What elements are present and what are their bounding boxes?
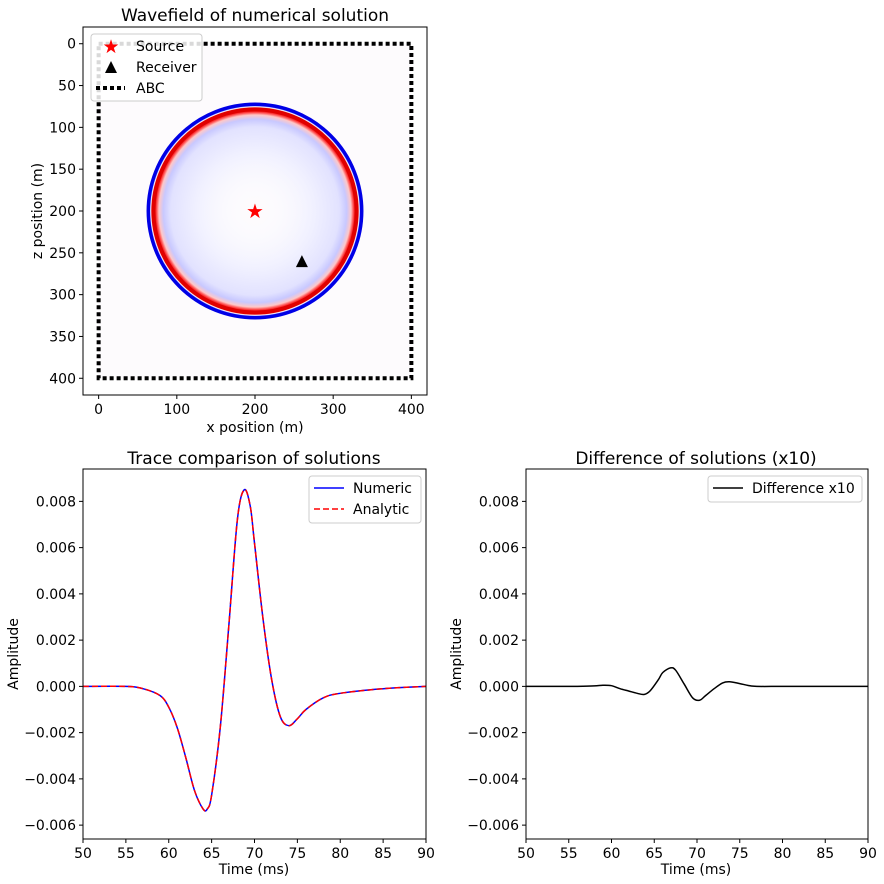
x-tick-label: 70 [688, 846, 706, 862]
wavefield-legend: ★ Source Receiver ABC [90, 33, 203, 102]
difference-axes-frame [525, 468, 869, 840]
trace-title: Trace comparison of solutions [126, 449, 380, 469]
wavefield-title: Wavefield of numerical solution [121, 6, 389, 26]
wavefield-y-ticks: 0 50 100 150 200 250 300 350 400 [49, 37, 83, 387]
legend-box [90, 33, 203, 102]
x-tick-label: 80 [331, 846, 349, 862]
wavefront-rings [146, 102, 364, 320]
trace-legend: Numeric Analytic [308, 475, 422, 524]
x-tick-label: 85 [374, 846, 392, 862]
x-tick-label: 50 [74, 846, 92, 862]
y-tick-label: 0.000 [479, 679, 519, 695]
difference-x-ticks: 50 55 60 65 70 75 80 85 90 [517, 839, 877, 862]
x-tick-label: 55 [560, 846, 578, 862]
x-tick-label: 90 [859, 846, 877, 862]
trace-series [82, 488, 427, 812]
x-tick-label: 60 [160, 846, 178, 862]
y-tick-label: 0.008 [479, 494, 519, 510]
y-tick-label: −0.002 [467, 726, 519, 742]
trace-panel: Trace comparison of solutions 50 55 60 65 70… [6, 449, 435, 878]
y-tick-label: 0.004 [36, 587, 76, 603]
x-tick-label: 75 [731, 846, 749, 862]
x-tick-label: 50 [517, 846, 535, 862]
trace-axes-frame [82, 468, 427, 840]
trace-ylabel: Amplitude [6, 618, 22, 690]
y-tick-label: 0.006 [479, 541, 519, 557]
wavefront-blue-ring [146, 102, 364, 320]
legend-source-label: Source [136, 39, 184, 55]
y-tick-label: 0.006 [36, 541, 76, 557]
legend-box [707, 475, 863, 503]
x-tick-label: 55 [117, 846, 135, 862]
x-tick-label: 80 [774, 846, 792, 862]
x-tick-label: 65 [203, 846, 221, 862]
wavefield-markers: ★ [246, 199, 308, 268]
y-tick-label: −0.004 [24, 772, 76, 788]
wavefield-panel: Wavefield of numerical solution ★ 0 100 20… [30, 6, 428, 436]
y-tick-label: 150 [49, 162, 76, 178]
difference-title: Difference of solutions (x10) [575, 449, 816, 469]
x-tick-label: 90 [417, 846, 435, 862]
trace-x-ticks: 50 55 60 65 70 75 80 85 90 [74, 839, 435, 862]
y-tick-label: −0.004 [467, 772, 519, 788]
legend-numeric-label: Numeric [353, 481, 412, 497]
difference-panel: Difference of solutions (x10) 50 55 60 65 70… [449, 449, 877, 878]
wavefield-ylabel: z position (m) [30, 163, 46, 259]
abc-boundary [96, 41, 414, 381]
x-tick-label: 65 [645, 846, 663, 862]
source-star-icon: ★ [246, 199, 264, 223]
y-tick-label: −0.006 [467, 818, 519, 834]
abc-dotted-rectangle [96, 41, 414, 381]
receiver-triangle-icon [295, 255, 308, 268]
x-tick-label: 70 [246, 846, 264, 862]
legend-difference-label: Difference x10 [752, 481, 855, 497]
difference-y-ticks: −0.006 −0.004 −0.002 0.000 0.002 0.004 0.006 0.… [467, 494, 526, 834]
y-tick-label: 350 [49, 329, 76, 345]
x-tick-label: 100 [163, 402, 190, 418]
legend-receiver-label: Receiver [136, 60, 197, 76]
x-tick-label: 85 [816, 846, 834, 862]
y-tick-label: 0.002 [36, 633, 76, 649]
x-tick-label: 75 [288, 846, 306, 862]
trace-y-ticks: −0.006 −0.004 −0.002 0.000 0.002 0.004 0.006 0.… [24, 494, 83, 834]
x-tick-label: 0 [94, 402, 103, 418]
y-tick-label: 0 [67, 37, 76, 53]
x-tick-label: 400 [398, 402, 425, 418]
legend-source-star-icon: ★ [102, 36, 119, 58]
x-tick-label: 300 [320, 402, 347, 418]
legend-abc-label: ABC [136, 81, 165, 97]
difference-xlabel: Time (ms) [660, 862, 732, 878]
y-tick-label: 0.004 [479, 587, 519, 603]
y-tick-label: 0.002 [479, 633, 519, 649]
x-tick-label: 200 [242, 402, 269, 418]
y-tick-label: 0.000 [36, 679, 76, 695]
legend-receiver-triangle-icon [105, 61, 117, 73]
y-tick-label: 50 [58, 79, 76, 95]
y-tick-label: 400 [49, 371, 76, 387]
legend-analytic-label: Analytic [353, 502, 409, 518]
y-tick-label: 200 [49, 204, 76, 220]
y-tick-label: −0.006 [24, 818, 76, 834]
trace-xlabel: Time (ms) [218, 862, 290, 878]
y-tick-label: −0.002 [24, 726, 76, 742]
series-line-difference-x10 [526, 666, 868, 702]
wavefront-fill [147, 103, 363, 319]
x-tick-label: 60 [603, 846, 621, 862]
series-line-analytic [82, 488, 427, 812]
difference-ylabel: Amplitude [449, 618, 465, 690]
y-tick-label: 300 [49, 288, 76, 304]
difference-series [526, 666, 868, 702]
y-tick-label: 0.008 [36, 494, 76, 510]
wavefront-red-ring [151, 107, 359, 315]
difference-legend: Difference x10 [707, 475, 863, 503]
y-tick-label: 100 [49, 120, 76, 136]
wavefield-x-ticks: 0 100 200 300 400 [94, 395, 425, 418]
y-tick-label: 250 [49, 246, 76, 262]
wavefield-xlabel: x position (m) [206, 420, 303, 436]
